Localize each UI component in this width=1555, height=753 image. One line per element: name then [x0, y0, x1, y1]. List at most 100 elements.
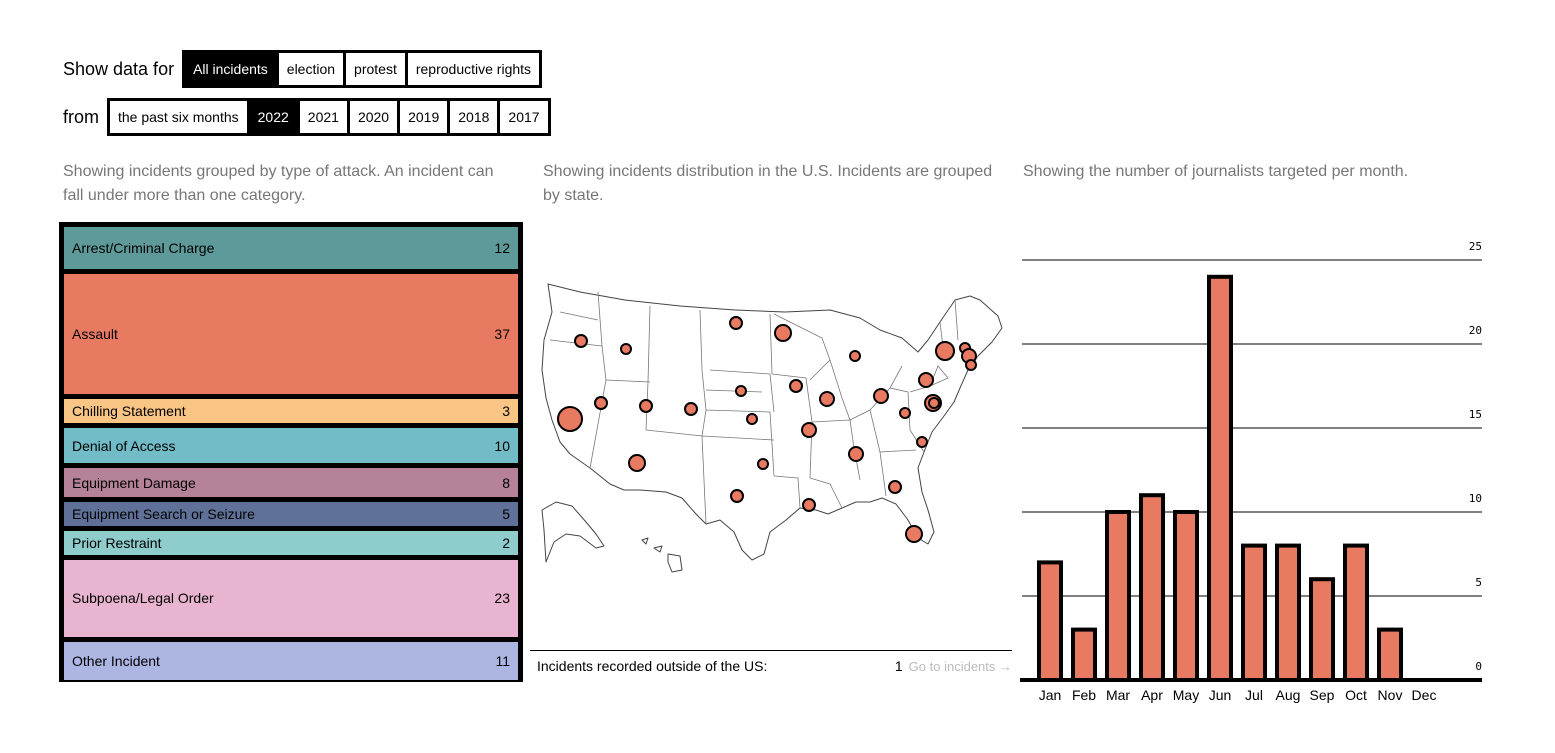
- state-incident-dot[interactable]: [802, 498, 816, 512]
- state-incident-dot[interactable]: [594, 396, 608, 410]
- us-map: [541, 283, 1003, 573]
- incident-type-prior-restraint[interactable]: Prior Restraint 2: [64, 531, 518, 556]
- incident-type-label: Other Incident: [72, 652, 160, 669]
- incident-dots: [557, 316, 977, 543]
- bar-jul[interactable]: [1241, 543, 1267, 682]
- state-incident-dot[interactable]: [801, 422, 817, 438]
- x-tick-label: May: [1173, 687, 1199, 703]
- state-incident-dot[interactable]: [620, 343, 632, 355]
- category-button-protest[interactable]: protest: [346, 53, 408, 85]
- x-tick-label: Sep: [1310, 687, 1335, 703]
- y-tick-label: 5: [1475, 576, 1482, 589]
- us-incident-map: [530, 270, 1015, 580]
- bar-sep[interactable]: [1309, 577, 1335, 683]
- period-button-2021[interactable]: 2021: [299, 101, 350, 133]
- incident-type-equipment-damage[interactable]: Equipment Damage 8: [64, 468, 518, 498]
- incident-type-count: 12: [494, 239, 510, 256]
- state-incident-dot[interactable]: [639, 399, 653, 413]
- state-incident-dot[interactable]: [849, 350, 861, 362]
- incident-type-count: 10: [494, 437, 510, 454]
- chart-description: Showing the number of journalists target…: [1023, 163, 1409, 180]
- state-incident-dot[interactable]: [789, 379, 803, 393]
- category-button-election[interactable]: election: [278, 53, 347, 85]
- incident-type-label: Prior Restraint: [72, 535, 162, 552]
- period-filter: from the past six months 2022 2021 2020 2019…: [63, 98, 551, 136]
- state-incident-dot[interactable]: [684, 402, 698, 416]
- category-filter: Show data for All incidents election prote…: [63, 50, 543, 88]
- state-incident-dot[interactable]: [916, 436, 928, 448]
- state-incident-dot[interactable]: [928, 397, 940, 409]
- incident-type-label: Subpoena/Legal Order: [72, 590, 214, 607]
- period-button-2018[interactable]: 2018: [450, 101, 501, 133]
- period-button-group: the past six months 2022 2021 2020 2019 2018 2…: [107, 98, 551, 136]
- incident-type-label: Chilling Statement: [72, 403, 186, 420]
- incident-type-label: Assault: [72, 325, 118, 342]
- incident-type-count: 3: [502, 403, 510, 420]
- incident-type-count: 5: [502, 506, 510, 523]
- monthly-journalists-chart: 0 5 10 15 20 25 Jan Feb Mar Apr May Jun Jul Aug Sep Oct…: [1020, 240, 1482, 703]
- bar-mar[interactable]: [1105, 510, 1131, 682]
- period-button-2017[interactable]: 2017: [500, 101, 548, 133]
- bar-feb[interactable]: [1071, 627, 1097, 683]
- go-to-incidents-link[interactable]: Go to incidents →: [908, 658, 1012, 674]
- incident-type-subpoena-legal-order[interactable]: Subpoena/Legal Order 23: [64, 560, 518, 637]
- period-button-2020[interactable]: 2020: [349, 101, 401, 133]
- period-button-2022[interactable]: 2022: [249, 101, 300, 133]
- state-incident-dot[interactable]: [935, 341, 955, 361]
- incident-type-chilling-statement[interactable]: Chilling Statement 3: [64, 399, 518, 424]
- state-incident-dot[interactable]: [918, 372, 934, 388]
- state-incident-dot[interactable]: [746, 413, 758, 425]
- bar-jan[interactable]: [1037, 560, 1063, 682]
- state-incident-dot[interactable]: [965, 359, 977, 371]
- state-incident-dot[interactable]: [757, 458, 769, 470]
- state-incident-dot[interactable]: [557, 406, 583, 432]
- outside-us-label: Incidents recorded outside of the US:: [537, 658, 768, 674]
- state-incident-dot[interactable]: [888, 480, 902, 494]
- incident-type-count: 23: [494, 590, 510, 607]
- category-button-reproductive-rights[interactable]: reproductive rights: [407, 53, 540, 85]
- bar-aug[interactable]: [1275, 543, 1301, 682]
- bar-jun[interactable]: [1207, 274, 1233, 683]
- incident-type-arrest-criminal-charge[interactable]: Arrest/Criminal Charge 12: [64, 227, 518, 269]
- state-incident-dot[interactable]: [899, 407, 911, 419]
- state-incident-dot[interactable]: [819, 391, 835, 407]
- outside-us-count: 1: [894, 658, 903, 674]
- incident-type-label: Equipment Search or Seizure: [72, 506, 255, 523]
- state-incident-dot[interactable]: [774, 324, 792, 342]
- state-incident-dot[interactable]: [730, 489, 744, 503]
- x-tick-label: Mar: [1106, 687, 1130, 703]
- x-tick-label: Dec: [1412, 687, 1437, 703]
- incident-type-denial-of-access[interactable]: Denial of Access 10: [64, 428, 518, 464]
- x-tick-label: Jan: [1039, 687, 1062, 703]
- state-incident-dot[interactable]: [628, 454, 646, 472]
- x-tick-label: Oct: [1345, 687, 1367, 703]
- state-incident-dot[interactable]: [905, 525, 923, 543]
- state-incident-dot[interactable]: [729, 316, 743, 330]
- incident-type-count: 8: [502, 474, 510, 491]
- incident-type-count: 11: [495, 652, 510, 669]
- x-tick-label: Feb: [1072, 687, 1096, 703]
- x-tick-label: Nov: [1378, 687, 1403, 703]
- y-tick-label: 20: [1469, 324, 1482, 337]
- bar-apr[interactable]: [1139, 493, 1165, 683]
- incident-type-assault[interactable]: Assault 37: [64, 273, 518, 395]
- period-button-the-past-six-months[interactable]: the past six months: [110, 101, 250, 133]
- types-description: Showing incidents grouped by type of att…: [63, 163, 494, 204]
- bar-oct[interactable]: [1343, 543, 1369, 682]
- state-incident-dot[interactable]: [735, 385, 747, 397]
- state-incident-dot[interactable]: [574, 334, 588, 348]
- bar-may[interactable]: [1173, 510, 1199, 682]
- bar-nov[interactable]: [1377, 627, 1403, 683]
- period-button-2019[interactable]: 2019: [400, 101, 451, 133]
- state-incident-dot[interactable]: [848, 446, 864, 462]
- incident-type-other-incident[interactable]: Other Incident 11: [64, 641, 518, 680]
- state-incident-dot[interactable]: [873, 388, 889, 404]
- incident-type-equipment-search-or-seizure[interactable]: Equipment Search or Seizure 5: [64, 502, 518, 527]
- incident-type-count: 37: [494, 325, 510, 342]
- category-button-group: All incidents election protest reproductive…: [182, 50, 543, 88]
- incident-type-treemap: Arrest/Criminal Charge 12 Assault 37 Chillin…: [59, 222, 523, 682]
- category-button-all-incidents[interactable]: All incidents: [185, 53, 279, 85]
- incident-type-count: 2: [502, 535, 510, 552]
- show-data-label: Show data for: [63, 58, 175, 79]
- x-tick-label: Jun: [1209, 687, 1232, 703]
